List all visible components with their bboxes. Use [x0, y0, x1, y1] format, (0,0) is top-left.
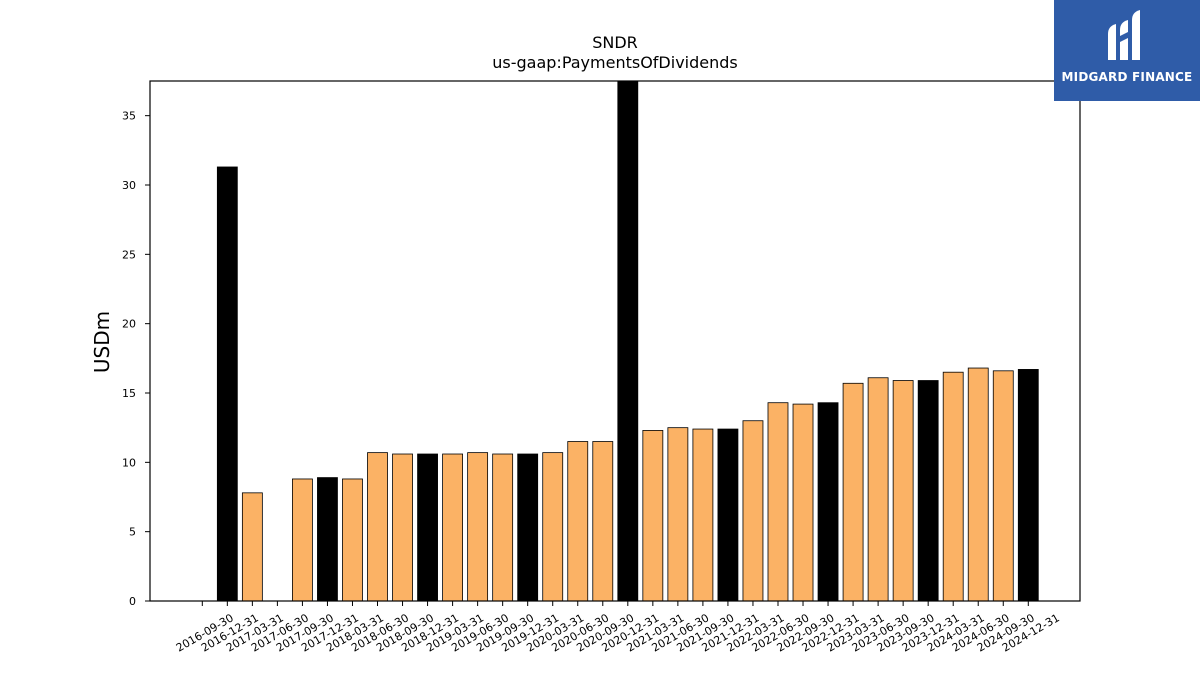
y-tick: 25	[122, 248, 150, 261]
bar-2019-12-31	[517, 453, 539, 602]
bar-2019-03-31	[442, 453, 464, 602]
bars-layer	[216, 80, 1039, 602]
bar-2022-09-30	[792, 403, 814, 602]
bar-2021-03-31	[642, 430, 664, 602]
y-axis-label: USDm	[90, 311, 114, 373]
y-tick: 10	[122, 456, 150, 469]
chart-subtitle: us-gaap:PaymentsOfDividends	[492, 53, 737, 72]
bar-2020-12-31	[617, 80, 639, 602]
y-tick-label: 5	[129, 526, 136, 539]
y-tick: 15	[122, 387, 150, 400]
midgard-logo-icon	[1108, 10, 1140, 60]
y-tick: 5	[129, 526, 150, 539]
bar-2021-06-30	[667, 427, 689, 602]
bar-2017-12-31	[317, 477, 338, 602]
y-tick-label: 10	[122, 456, 136, 469]
y-tick: 20	[122, 318, 150, 331]
bar-2022-06-30	[767, 402, 789, 602]
bar-2020-03-31	[542, 452, 564, 602]
midgard-finance-logo: MIDGARD FINANCE	[1054, 0, 1200, 101]
bar-2024-09-30	[992, 370, 1014, 602]
bar-2020-06-30	[567, 441, 589, 602]
bar-2024-06-30	[967, 367, 989, 602]
bar-2019-06-30	[467, 452, 489, 602]
bar-2021-09-30	[692, 428, 714, 602]
y-tick: 0	[129, 595, 150, 608]
y-tick-label: 15	[122, 387, 136, 400]
bar-2024-12-31	[1017, 369, 1039, 602]
bar-2023-03-31	[842, 382, 864, 602]
bar-2018-03-31	[342, 478, 363, 602]
y-tick-label: 30	[122, 179, 136, 192]
bar-2023-09-30	[892, 380, 914, 602]
y-tick: 30	[122, 179, 150, 192]
plot-area-frame	[149, 80, 1081, 602]
y-tick-label: 20	[122, 318, 136, 331]
bar-2018-09-30	[392, 453, 413, 602]
bar-2020-09-30	[592, 441, 614, 602]
bar-2023-12-31	[917, 380, 939, 602]
chart-title: SNDR	[592, 33, 638, 52]
bar-2016-12-31	[216, 166, 238, 602]
bar-2017-03-31	[241, 492, 263, 602]
y-tick-label: 0	[129, 595, 136, 608]
bar-2017-09-30	[292, 478, 313, 602]
bar-2021-12-31	[717, 428, 739, 602]
bar-2018-06-30	[367, 452, 388, 602]
y-tick: 35	[122, 110, 150, 123]
bar-2022-12-31	[817, 402, 839, 602]
y-axis-ticks: 0 5 10 15 20 25 30 35	[122, 110, 150, 608]
bar-2024-03-31	[942, 371, 964, 602]
x-axis-ticks: 2016-09-302016-12-312017-03-312017-06-30…	[174, 601, 1062, 655]
y-tick-label: 35	[122, 110, 136, 123]
bar-2022-03-31	[742, 420, 764, 602]
y-tick-label: 25	[122, 248, 136, 261]
logo-text: MIDGARD FINANCE	[1061, 70, 1193, 84]
bar-2023-06-30	[867, 377, 889, 602]
bar-2018-12-31	[417, 453, 438, 602]
bar-2019-09-30	[492, 453, 514, 602]
